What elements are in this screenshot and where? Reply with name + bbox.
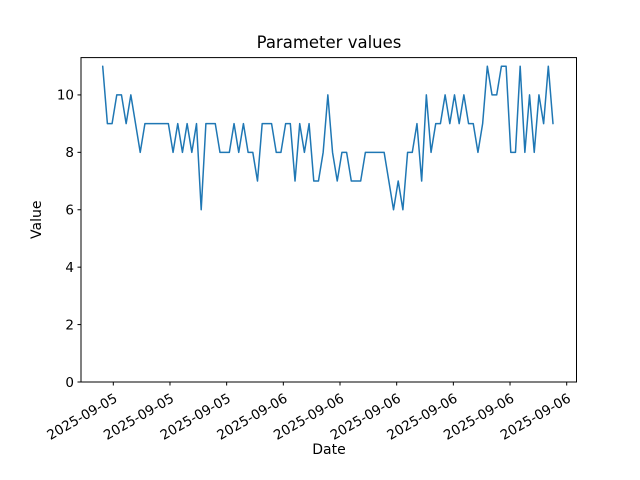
y-tick-label: 0 [65,375,74,391]
y-tick-label: 10 [57,88,74,104]
chart-title: Parameter values [256,33,402,52]
data-line [101,65,554,211]
y-tick-label: 4 [65,260,74,276]
y-tick-label: 8 [65,145,74,161]
plot-border [80,57,577,383]
y-tick-label: 6 [65,203,74,219]
x-axis-label: Date [312,442,346,458]
y-tick-label: 2 [65,317,74,333]
